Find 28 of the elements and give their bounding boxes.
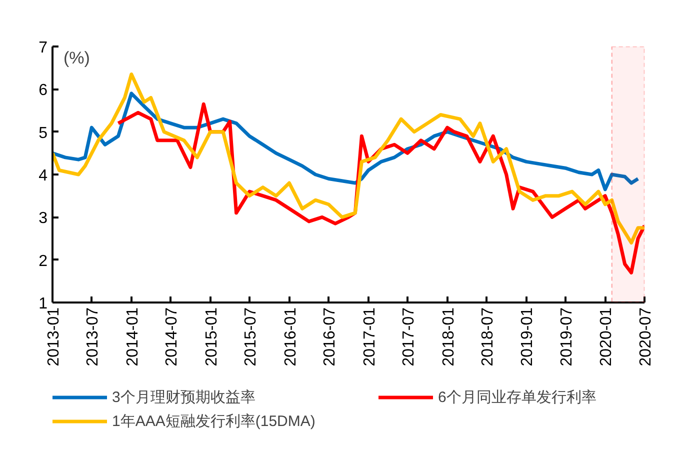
x-tick-label: 2020-01 [598,307,616,366]
y-tick-label: 6 [38,82,48,100]
legend-label: 3个月理财预期收益率 [112,388,256,406]
x-tick-label: 2020-07 [638,307,654,366]
x-tick-label: 2016-01 [282,307,300,366]
y-tick-label: 2 [38,252,48,270]
y-tick-label: 3 [38,210,48,228]
x-tick-label: 2019-07 [558,307,576,366]
x-tick-label: 2018-01 [440,307,458,366]
y-tick-label: 1 [38,296,48,312]
annotation: (%) [64,48,90,68]
y-tick-label: 4 [38,168,48,184]
x-tick-label: 2013-07 [84,307,102,366]
x-tick-label: 2016-07 [322,307,339,366]
x-tick-label: 2014-07 [164,307,181,366]
line-series [52,72,644,245]
x-tick-label: 2018-07 [479,307,496,366]
legend-label: 6个月同业存单发行利率 [438,388,598,406]
y-tick-label: 7 [38,40,48,56]
x-tick-label: 2019-01 [519,307,536,366]
x-tick-label: 2014-01 [124,307,142,366]
x-tick-label: 2015-01 [203,307,220,366]
legend-label: 1年AAA短融发行利率(15DMA) [112,412,316,430]
x-tick-label: 2015-07 [242,307,260,366]
y-tick-label: 5 [38,124,48,142]
x-tick-label: 2017-01 [361,307,378,366]
x-tick-label: 2013-01 [46,307,62,366]
x-tick-label: 2017-07 [400,307,418,366]
